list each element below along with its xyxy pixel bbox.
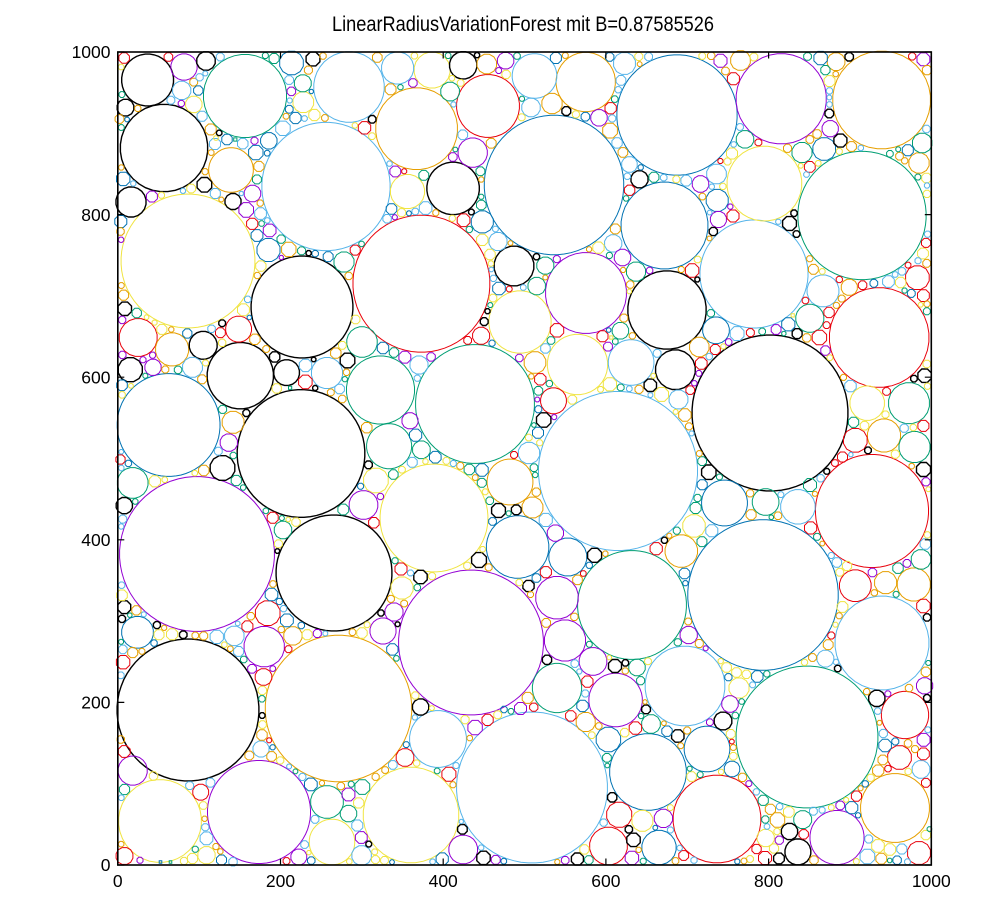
svg-text:600: 600 <box>591 871 620 891</box>
svg-text:800: 800 <box>81 205 110 225</box>
svg-text:200: 200 <box>266 871 295 891</box>
svg-text:400: 400 <box>429 871 458 891</box>
svg-text:0: 0 <box>113 871 123 891</box>
svg-text:200: 200 <box>81 693 110 713</box>
svg-text:1000: 1000 <box>912 871 951 891</box>
svg-text:LinearRadiusVariationForest mi: LinearRadiusVariationForest mit B=0.8758… <box>332 13 714 36</box>
svg-text:600: 600 <box>81 367 110 387</box>
svg-text:1000: 1000 <box>72 42 111 62</box>
svg-text:800: 800 <box>754 871 783 891</box>
svg-text:0: 0 <box>101 855 111 875</box>
svg-text:400: 400 <box>81 530 110 550</box>
